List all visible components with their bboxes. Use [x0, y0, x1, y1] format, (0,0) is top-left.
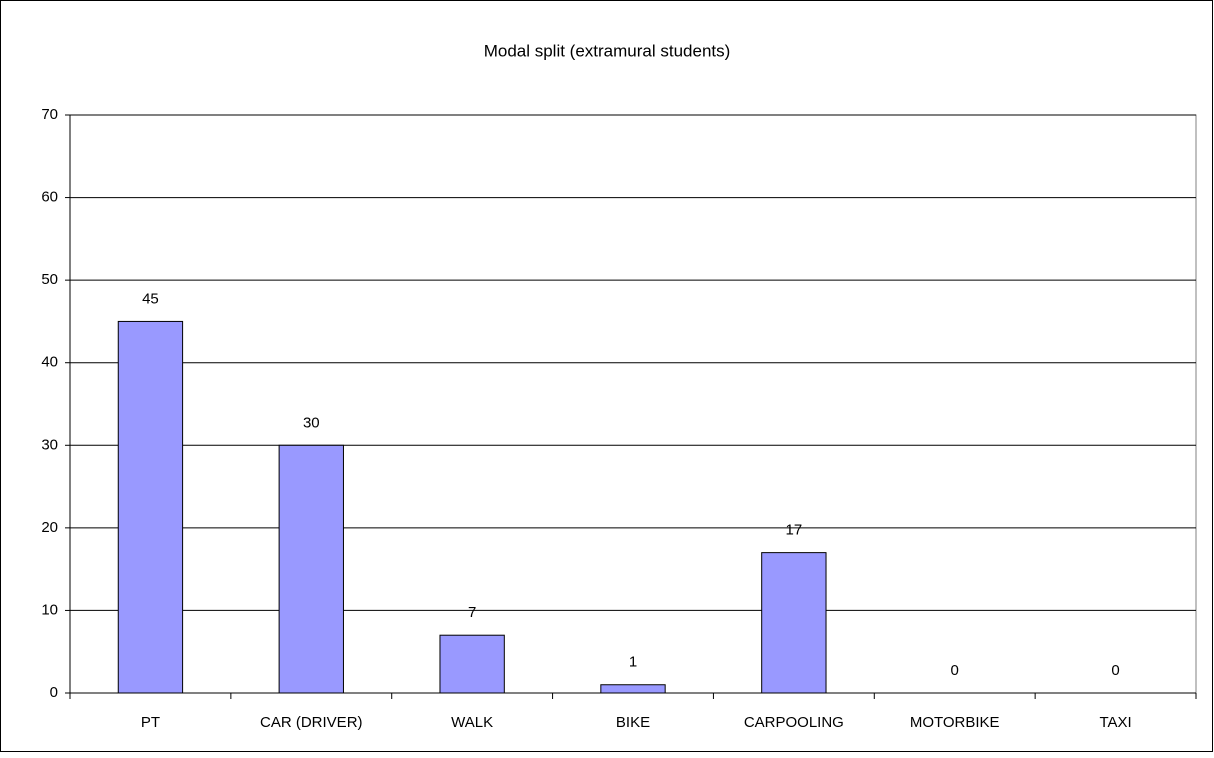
- y-tick-label: 50: [41, 271, 58, 288]
- data-label: 7: [468, 604, 476, 621]
- y-tick-label: 60: [41, 189, 58, 206]
- data-label: 0: [1111, 662, 1119, 679]
- data-label: 0: [951, 662, 959, 679]
- x-tick-label: BIKE: [616, 714, 650, 731]
- bar: [439, 634, 505, 694]
- x-tick-label: PT: [141, 714, 160, 731]
- bar: [761, 552, 827, 694]
- x-tick-label: MOTORBIKE: [910, 714, 1000, 731]
- y-tick-label: 40: [41, 354, 58, 371]
- bar: [278, 444, 344, 694]
- x-tick-label: TAXI: [1099, 714, 1131, 731]
- x-tick-label: CAR (DRIVER): [260, 714, 363, 731]
- bar: [117, 320, 184, 694]
- data-label: 17: [786, 522, 803, 539]
- plot-area: [69, 114, 1197, 694]
- y-tick-label: 20: [41, 519, 58, 536]
- y-tick-label: 0: [50, 684, 58, 701]
- y-tick-label: 70: [41, 106, 58, 123]
- data-label: 45: [142, 290, 159, 307]
- y-tick-label: 10: [41, 601, 58, 618]
- x-tick-label: WALK: [451, 714, 493, 731]
- data-label: 1: [629, 654, 637, 671]
- bar: [600, 684, 666, 694]
- x-tick-label: CARPOOLING: [744, 714, 844, 731]
- y-tick-label: 30: [41, 436, 58, 453]
- data-label: 30: [303, 414, 320, 431]
- chart-title: Modal split (extramural students): [484, 41, 731, 60]
